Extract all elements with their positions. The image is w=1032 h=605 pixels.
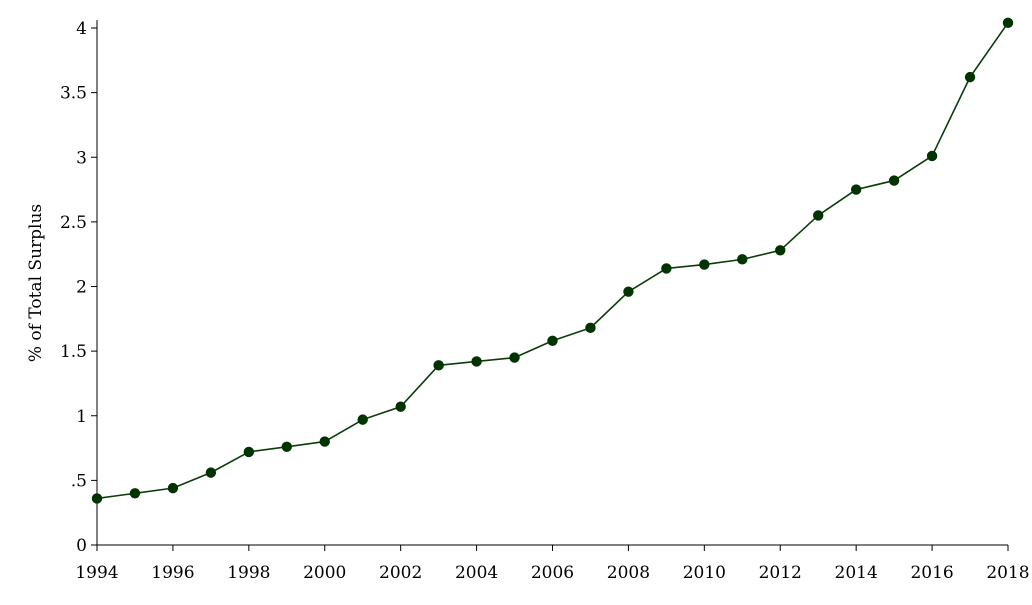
data-point (167, 482, 179, 494)
y-tick-label: 1.5 (60, 342, 87, 362)
data-point (775, 245, 786, 256)
data-point (319, 436, 330, 447)
y-axis: 0 .5 1 1.5 2 2.5 3 3.5 4 (60, 19, 98, 556)
y-tick-label: 4 (76, 19, 87, 39)
x-tick-label: 1998 (227, 563, 270, 583)
data-point (813, 210, 824, 221)
x-tick-label: 2014 (835, 563, 878, 583)
y-tick-label: 3.5 (60, 84, 87, 104)
data-point (547, 335, 558, 346)
x-tick-label: 2018 (986, 563, 1029, 583)
x-tick-label: 2010 (683, 563, 726, 583)
data-point (964, 71, 976, 83)
x-axis: 1994 1996 1998 2000 2002 2004 2006 2008 2010 2012… (75, 544, 1030, 583)
data-point (850, 184, 862, 195)
x-tick-label: 1996 (151, 563, 194, 583)
x-tick-label: 2000 (303, 563, 346, 583)
data-point (243, 446, 255, 458)
data-point (699, 259, 710, 270)
data-point (661, 263, 672, 274)
data-point (433, 360, 444, 371)
y-tick-label: 1 (76, 407, 87, 427)
data-point (585, 322, 596, 334)
data-point (509, 352, 520, 363)
series-line (96, 22, 1009, 500)
data-point (357, 414, 368, 425)
y-tick-label: 2 (76, 278, 87, 298)
data-point (129, 488, 141, 499)
series-layer (91, 17, 1014, 504)
data-point (91, 493, 103, 504)
data-point (1002, 17, 1014, 29)
data-point (888, 175, 900, 186)
data-point (205, 467, 217, 478)
x-tick-label: 1994 (75, 563, 118, 583)
y-tick-label: 0 (76, 536, 87, 556)
data-point (281, 441, 292, 452)
x-tick-label: 2006 (531, 563, 574, 583)
y-tick-label: 2.5 (60, 213, 87, 233)
x-tick-label: 2002 (379, 563, 422, 583)
data-point (737, 254, 748, 265)
x-tick-label: 2004 (455, 563, 498, 583)
data-point (471, 356, 482, 367)
data-point (395, 401, 406, 412)
data-point (926, 150, 938, 162)
x-tick-label: 2016 (910, 563, 953, 583)
x-tick-label: 2012 (759, 563, 802, 583)
y-tick-label: 3 (76, 148, 87, 168)
y-tick-label: .5 (71, 471, 87, 491)
y-axis-title: % of Total Surplus (26, 204, 46, 362)
x-tick-label: 2008 (607, 563, 650, 583)
data-point (623, 286, 634, 297)
